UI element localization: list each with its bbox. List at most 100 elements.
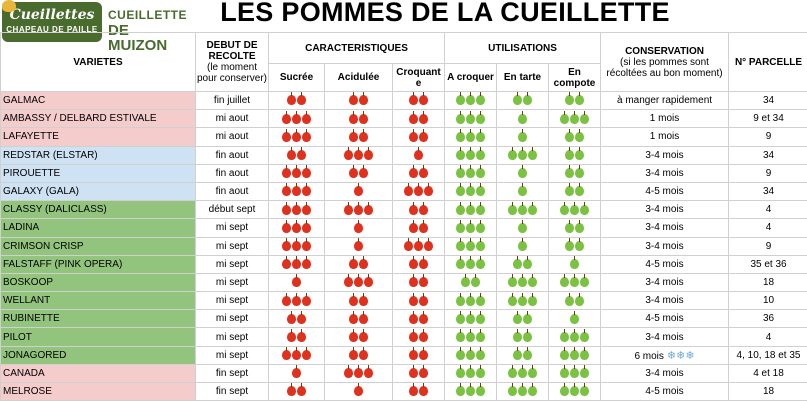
conservation: 3-4 mois <box>601 328 729 346</box>
green-apple-icon <box>570 259 579 269</box>
red-apple-icon <box>359 332 368 342</box>
red-apple-icon <box>344 368 353 378</box>
en-tarte-rating <box>497 92 549 110</box>
variety-name: FALSTAFF (PINK OPERA) <box>1 255 196 273</box>
parcelle: 4 <box>729 201 807 219</box>
acidulee-rating <box>325 346 393 364</box>
red-apple-icon <box>419 277 428 287</box>
en-compote-rating <box>549 146 601 164</box>
green-apple-icon <box>528 277 537 287</box>
harvest-start: fin juillet <box>196 92 269 110</box>
green-apple-icon <box>575 95 584 105</box>
red-apple-icon <box>302 186 311 196</box>
red-apple-icon <box>349 350 358 360</box>
en-tarte-rating <box>497 310 549 328</box>
green-apple-icon <box>466 241 475 251</box>
en-compote-rating <box>549 92 601 110</box>
en-compote-rating <box>549 110 601 128</box>
acidulee-rating <box>325 201 393 219</box>
conservation: 3-4 mois <box>601 219 729 237</box>
sucree-rating <box>269 110 325 128</box>
conservation: 4-5 mois <box>601 383 729 401</box>
parcelle: 9 et 34 <box>729 110 807 128</box>
header-debut: DEBUT DE RECOLTE(le moment pour conserve… <box>196 33 269 92</box>
snowflake-icon: ❄❄❄ <box>667 350 695 362</box>
croquante-rating <box>393 164 445 182</box>
green-apple-icon <box>528 386 537 396</box>
en-tarte-rating <box>497 201 549 219</box>
green-apple-icon <box>466 114 475 124</box>
green-apple-icon <box>471 277 480 287</box>
green-apple-icon <box>565 223 574 233</box>
red-apple-icon <box>302 296 311 306</box>
en-compote-rating <box>549 201 601 219</box>
red-apple-icon <box>297 332 306 342</box>
apple-varieties-table: VARIETES DEBUT DE RECOLTE(le moment pour… <box>0 32 807 401</box>
a-croquer-rating <box>445 292 497 310</box>
green-apple-icon <box>513 350 522 360</box>
red-apple-icon <box>419 223 428 233</box>
en-compote-rating <box>549 128 601 146</box>
red-apple-icon <box>364 205 373 215</box>
green-apple-icon <box>518 132 527 142</box>
green-apple-icon <box>466 150 475 160</box>
header-en-compote: En compote <box>549 64 601 92</box>
en-tarte-rating <box>497 237 549 255</box>
croquante-rating <box>393 182 445 200</box>
green-apple-icon <box>575 223 584 233</box>
green-apple-icon <box>466 186 475 196</box>
sucree-rating <box>269 383 325 401</box>
conservation: 3-4 mois <box>601 273 729 291</box>
header-caracteristiques: CARACTERISTIQUES <box>269 33 445 64</box>
red-apple-icon <box>287 314 296 324</box>
green-apple-icon <box>456 259 465 269</box>
green-apple-icon <box>528 205 537 215</box>
green-apple-icon <box>565 95 574 105</box>
sucree-rating <box>269 346 325 364</box>
green-apple-icon <box>560 368 569 378</box>
harvest-start: mi sept <box>196 346 269 364</box>
green-apple-icon <box>476 186 485 196</box>
green-apple-icon <box>508 277 517 287</box>
green-apple-icon <box>466 259 475 269</box>
en-compote-rating <box>549 237 601 255</box>
green-apple-icon <box>476 296 485 306</box>
en-tarte-rating <box>497 164 549 182</box>
red-apple-icon <box>292 186 301 196</box>
conservation: 3-4 mois <box>601 201 729 219</box>
green-apple-icon <box>513 332 522 342</box>
conservation: 4-5 mois <box>601 182 729 200</box>
red-apple-icon <box>354 386 363 396</box>
red-apple-icon <box>419 296 428 306</box>
variety-name: LAFAYETTE <box>1 128 196 146</box>
red-apple-icon <box>419 332 428 342</box>
green-apple-icon <box>570 350 579 360</box>
variety-name: BOSKOOP <box>1 273 196 291</box>
en-compote-rating <box>549 364 601 382</box>
green-apple-icon <box>476 95 485 105</box>
en-compote-rating <box>549 273 601 291</box>
en-tarte-rating <box>497 273 549 291</box>
sucree-rating <box>269 292 325 310</box>
red-apple-icon <box>419 314 428 324</box>
conservation-text: 3-4 mois <box>645 222 683 233</box>
parcelle: 9 <box>729 128 807 146</box>
green-apple-icon <box>476 332 485 342</box>
red-apple-icon <box>349 259 358 269</box>
red-apple-icon <box>292 223 301 233</box>
red-apple-icon <box>287 386 296 396</box>
acidulee-rating <box>325 164 393 182</box>
harvest-start: mi aout <box>196 128 269 146</box>
green-apple-icon <box>466 368 475 378</box>
acidulee-rating <box>325 92 393 110</box>
red-apple-icon <box>292 168 301 178</box>
